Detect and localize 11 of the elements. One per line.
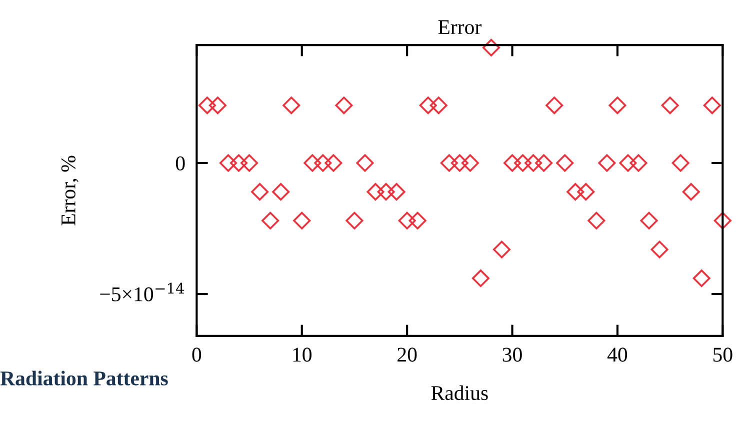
x-tick-label: 0 xyxy=(192,348,202,362)
x-tick-label: 30 xyxy=(502,348,522,362)
x-axis-title: Radius xyxy=(431,385,488,400)
chart-title: Error xyxy=(438,20,482,34)
x-tick-label: 20 xyxy=(398,348,417,362)
y-tick-label: −5×10$^{−14}$ xyxy=(100,282,184,302)
y-axis-title: Error, % xyxy=(61,156,78,226)
x-tick-label: 10 xyxy=(293,348,312,362)
x-tick-label: 40 xyxy=(607,348,628,362)
text: Radiation Patterns xyxy=(0,370,168,386)
x-tick-label: 50 xyxy=(713,348,732,362)
